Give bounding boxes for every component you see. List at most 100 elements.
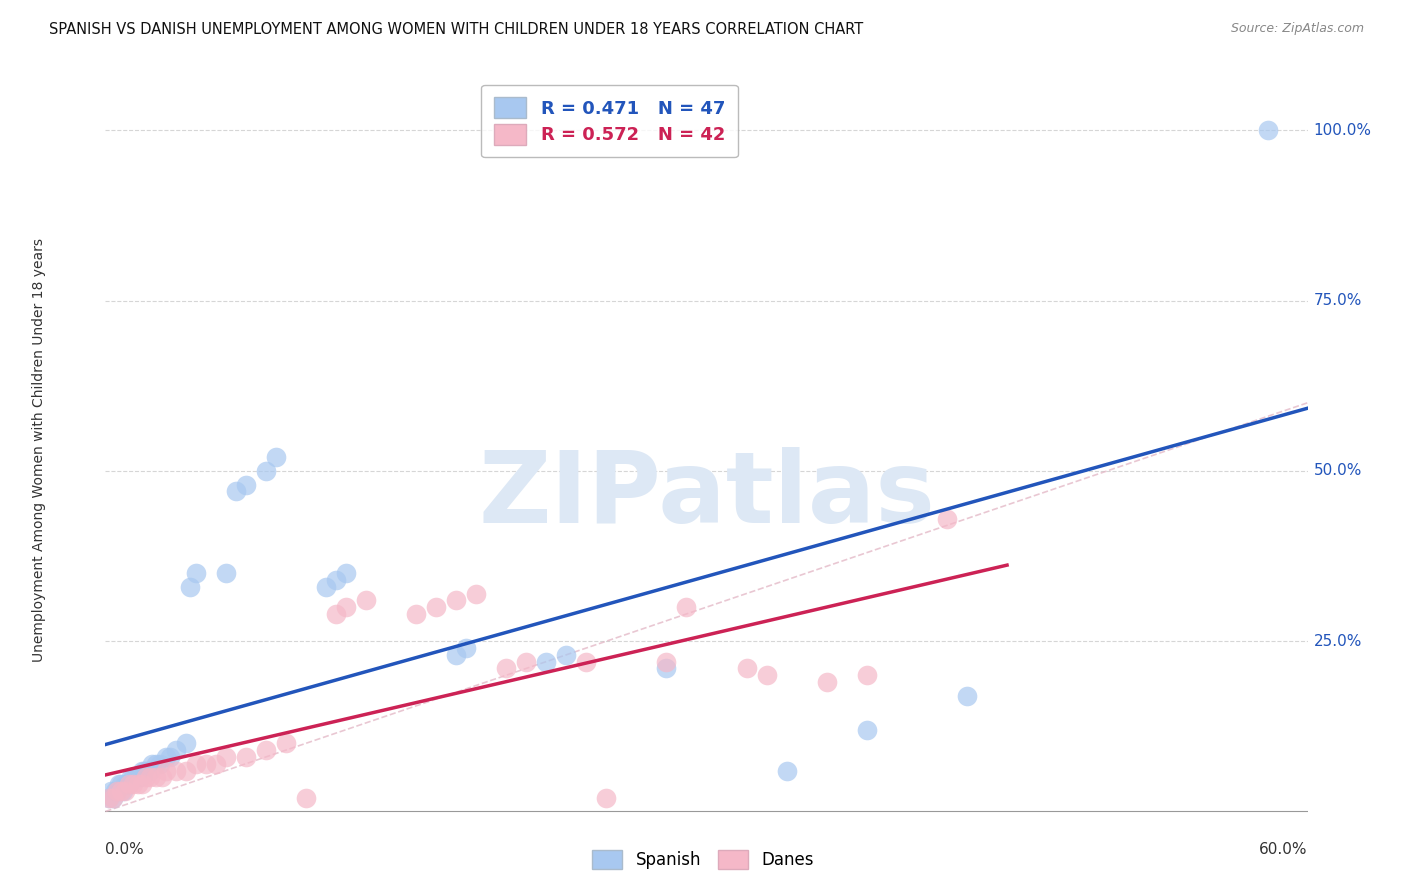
Spanish — [136, 764, 159, 778]
Danes — [675, 600, 697, 615]
Danes — [103, 790, 125, 805]
Danes — [138, 771, 160, 785]
Danes — [575, 655, 598, 669]
Spanish — [128, 771, 150, 785]
Danes — [936, 511, 959, 525]
Danes — [274, 736, 297, 750]
Spanish — [148, 756, 170, 771]
Spanish — [184, 566, 207, 580]
Danes — [174, 764, 197, 778]
Spanish — [124, 771, 146, 785]
Spanish — [776, 764, 799, 778]
Danes — [335, 600, 357, 615]
Spanish — [132, 764, 155, 778]
Danes — [465, 586, 488, 600]
Danes — [495, 661, 517, 675]
Text: 0.0%: 0.0% — [105, 842, 145, 857]
Danes — [131, 777, 153, 791]
Spanish — [110, 777, 132, 791]
Spanish — [174, 736, 197, 750]
Spanish — [100, 784, 122, 798]
Text: SPANISH VS DANISH UNEMPLOYMENT AMONG WOMEN WITH CHILDREN UNDER 18 YEARS CORRELAT: SPANISH VS DANISH UNEMPLOYMENT AMONG WOM… — [49, 22, 863, 37]
Danes — [855, 668, 877, 682]
Spanish — [254, 464, 277, 478]
Spanish — [117, 777, 139, 791]
Spanish — [165, 743, 187, 757]
Spanish — [655, 661, 678, 675]
Danes — [405, 607, 427, 621]
Spanish — [104, 784, 127, 798]
Spanish — [155, 750, 177, 764]
Danes — [325, 607, 347, 621]
Danes — [165, 764, 187, 778]
Spanish — [855, 723, 877, 737]
Spanish — [1257, 123, 1279, 137]
Spanish — [107, 784, 129, 798]
Spanish — [108, 777, 131, 791]
Spanish — [536, 655, 558, 669]
Spanish — [121, 771, 143, 785]
Spanish — [138, 764, 160, 778]
Spanish — [444, 648, 467, 662]
Spanish — [103, 790, 125, 805]
Danes — [107, 784, 129, 798]
Danes — [155, 764, 177, 778]
Legend: Spanish, Danes: Spanish, Danes — [582, 840, 824, 880]
Spanish — [131, 764, 153, 778]
Danes — [127, 777, 149, 791]
Danes — [194, 756, 217, 771]
Text: 75.0%: 75.0% — [1313, 293, 1362, 308]
Danes — [98, 790, 121, 805]
Danes — [735, 661, 758, 675]
Spanish — [235, 477, 257, 491]
Danes — [354, 593, 377, 607]
Spanish — [956, 689, 979, 703]
Danes — [755, 668, 778, 682]
Spanish — [456, 640, 478, 655]
Danes — [444, 593, 467, 607]
Spanish — [264, 450, 287, 465]
Legend: R = 0.471   N = 47, R = 0.572   N = 42: R = 0.471 N = 47, R = 0.572 N = 42 — [481, 85, 738, 157]
Danes — [595, 790, 617, 805]
Text: 50.0%: 50.0% — [1313, 464, 1362, 478]
Danes — [655, 655, 678, 669]
Spanish — [112, 784, 135, 798]
Text: 100.0%: 100.0% — [1313, 123, 1372, 137]
Danes — [204, 756, 226, 771]
Danes — [118, 777, 141, 791]
Danes — [184, 756, 207, 771]
Text: Unemployment Among Women with Children Under 18 years: Unemployment Among Women with Children U… — [32, 238, 46, 663]
Danes — [110, 784, 132, 798]
Spanish — [122, 771, 145, 785]
Spanish — [127, 771, 149, 785]
Spanish — [118, 777, 141, 791]
Danes — [425, 600, 447, 615]
Danes — [114, 784, 136, 798]
Text: Source: ZipAtlas.com: Source: ZipAtlas.com — [1230, 22, 1364, 36]
Danes — [135, 771, 157, 785]
Danes — [515, 655, 537, 669]
Danes — [235, 750, 257, 764]
Spanish — [141, 756, 163, 771]
Spanish — [214, 566, 236, 580]
Text: 25.0%: 25.0% — [1313, 633, 1362, 648]
Spanish — [159, 750, 181, 764]
Danes — [122, 777, 145, 791]
Danes — [214, 750, 236, 764]
Spanish — [225, 484, 247, 499]
Text: 60.0%: 60.0% — [1260, 842, 1308, 857]
Spanish — [114, 777, 136, 791]
Spanish — [145, 756, 167, 771]
Spanish — [135, 764, 157, 778]
Danes — [295, 790, 318, 805]
Danes — [150, 771, 173, 785]
Spanish — [315, 580, 337, 594]
Danes — [815, 675, 838, 690]
Text: ZIPatlas: ZIPatlas — [478, 447, 935, 544]
Spanish — [555, 648, 578, 662]
Spanish — [179, 580, 201, 594]
Spanish — [335, 566, 357, 580]
Spanish — [325, 573, 347, 587]
Danes — [254, 743, 277, 757]
Danes — [145, 771, 167, 785]
